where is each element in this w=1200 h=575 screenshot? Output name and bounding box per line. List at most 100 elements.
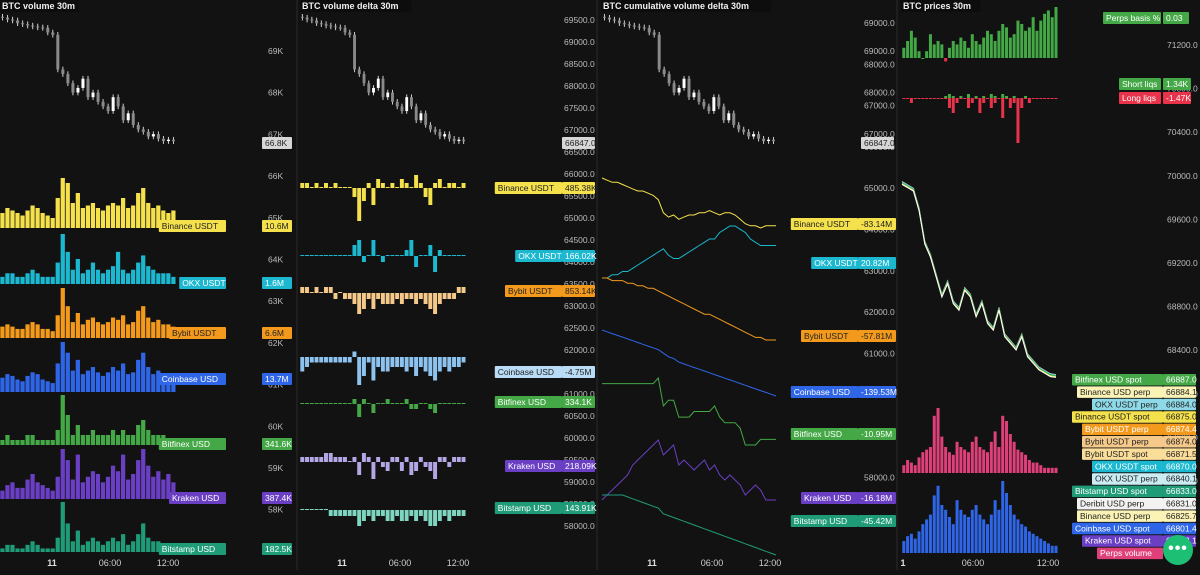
- p2-delta-bar-coinbase-usd: [452, 357, 457, 367]
- p4-perps-volume-bar: [932, 415, 936, 473]
- p1-bar-coinbase-usd: [85, 370, 91, 392]
- p2-delta-bar-bitfinex-usd: [380, 403, 385, 404]
- p2-delta-bar-coinbase-usd: [357, 357, 362, 385]
- p4-perps-volume-bar: [955, 441, 959, 473]
- p4-perps-volume-bar: [947, 452, 951, 473]
- p1-legend-name-0: Binance USDT: [162, 221, 218, 231]
- p2-delta-bar-coinbase-usd: [385, 357, 390, 372]
- p4-long-liq-bar: [959, 98, 963, 99]
- p4-basis-bar: [1008, 37, 1012, 58]
- p2-delta-bar-bitfinex-usd: [395, 403, 400, 404]
- p4-perps-volume-bar: [936, 408, 940, 473]
- p4-perps-volume-bar: [1020, 452, 1024, 473]
- p4-short-liq-bar: [1012, 96, 1016, 98]
- p2-delta-bar-binance-usdt: [452, 183, 457, 188]
- p4-spot-volume-bar: [917, 531, 921, 553]
- p3-legend-value-4: -10.95M: [861, 429, 892, 439]
- time-axis-label: 12:00: [447, 558, 470, 568]
- p2-legend-name-5: Kraken USD: [508, 461, 555, 471]
- p2-delta-bar-okx-usdt: [395, 255, 400, 256]
- p4-short-liq-bar: [993, 96, 997, 98]
- p2-delta-bar-coinbase-usd: [376, 357, 381, 367]
- p2-delta-bar-bybit-usdt: [366, 293, 371, 299]
- p1-bar-bitfinex-usd: [115, 435, 121, 445]
- p2-legend-value-6-bg: [562, 502, 595, 514]
- p3-legend-name-2-bg: [801, 330, 858, 342]
- p4-long-liq-bar: [997, 98, 1001, 99]
- p4-legend-name-0: Bitfinex USD spot: [1075, 375, 1142, 385]
- p2-legend-value-5: 218.09K: [565, 461, 597, 471]
- p1-bar-bitfinex-usd: [141, 420, 146, 445]
- p1-bar-coinbase-usd: [105, 372, 111, 392]
- time-axis-label-day: 11: [647, 558, 657, 568]
- p1-bar-bitstamp-usd: [0, 548, 5, 552]
- p2-delta-bar-binance-usdt: [352, 188, 357, 197]
- p4-perps-volume-bar: [1046, 467, 1050, 473]
- p4-legend-name-11-bg: [1077, 510, 1163, 522]
- p1-candle: [121, 106, 125, 121]
- p2-legend-name-5-bg: [505, 460, 562, 472]
- p2-legend-value-2: 853.14K: [565, 286, 597, 296]
- p1-bar-bitfinex-usd: [136, 425, 141, 445]
- p2-delta-bar-bitfinex-usd: [447, 403, 452, 404]
- p4-basis-bar: [959, 37, 963, 58]
- p1-bar-bybit-usdt: [70, 322, 75, 338]
- p1-bar-kraken-usd: [171, 482, 176, 499]
- p2-delta-bar-coinbase-usd: [456, 357, 461, 367]
- p4-perps-volume-bar: [1050, 467, 1054, 473]
- p1-bar-kraken-usd: [141, 449, 146, 499]
- p1-bar-bitfinex-usd: [80, 435, 85, 445]
- p1-bar-okx-usdt: [55, 262, 60, 284]
- p1-legend-name-0-bg: [158, 220, 226, 232]
- p2-delta-bar-coinbase-usd: [314, 357, 319, 363]
- p2-legend-value-5-bg: [562, 460, 595, 472]
- p4-short-liq-bar: [1001, 94, 1005, 98]
- p1-bar-bitstamp-usd: [5, 544, 10, 552]
- p4-legend-name-8: OKX USDT perp: [1095, 474, 1158, 484]
- p4-legend-value-10: 66831.0: [1166, 499, 1197, 509]
- p2-delta-bar-coinbase-usd: [342, 357, 347, 363]
- p4-short-liqs-label: Short liqs: [1122, 79, 1157, 89]
- p3-legend-name-0: Binance USDT: [794, 219, 850, 229]
- p4-basis-bar: [1050, 17, 1054, 58]
- p1-bar-bybit-usdt: [25, 324, 30, 338]
- p3-legend-name-3: Coinbase USD: [794, 387, 850, 397]
- p3-candle: [737, 124, 741, 130]
- p4-spot-volume-bar: [932, 495, 936, 553]
- p4-perps-volume-bar: [966, 452, 970, 473]
- p4-legend-name-2: OKX USDT perp: [1095, 399, 1158, 409]
- p1-bar-bybit-usdt: [65, 306, 70, 338]
- p1-price-tick: 58K: [268, 505, 283, 515]
- p1-bar-okx-usdt: [35, 273, 40, 284]
- more-options-button[interactable]: •••: [1163, 535, 1193, 565]
- p1-bar-binance-usdt: [131, 205, 136, 228]
- p1-bar-binance-usdt: [136, 193, 141, 228]
- p2-delta-bar-okx-usdt: [409, 240, 414, 256]
- p4-spot-volume-bar: [1035, 536, 1039, 553]
- p4-perps-volume-bar: [993, 431, 997, 473]
- p4-price-line: [901, 181, 1057, 376]
- p1-legend-value-1-bg: [262, 277, 292, 289]
- p2-candle: [452, 138, 456, 142]
- p4-long-liq-bar: [1001, 98, 1005, 118]
- p4-legend-name-12-bg: [1072, 522, 1163, 535]
- p3-candle: [667, 74, 671, 84]
- p2-legend-value-2-bg: [562, 285, 595, 297]
- p3-candle: [637, 26, 641, 28]
- p1-bar-bitfinex-usd: [55, 430, 60, 445]
- p1-bar-bitstamp-usd: [146, 537, 151, 552]
- p2-delta-bar-bybit-usdt: [347, 293, 352, 299]
- p4-perps-volume-bar: [913, 465, 917, 473]
- p3-candle: [682, 78, 686, 88]
- p4-legend-name-4-bg: [1082, 423, 1163, 436]
- p3-candle: [647, 27, 651, 33]
- p4-basis-bar: [997, 30, 1001, 58]
- p4-price-line: [901, 181, 1057, 376]
- p1-bar-bybit-usdt: [95, 322, 101, 338]
- p1-bar-bitstamp-usd: [80, 544, 85, 552]
- p1-bar-okx-usdt: [30, 269, 35, 284]
- p4-long-liq-bar: [944, 98, 948, 99]
- p2-legend-name-3: Coinbase USD: [498, 367, 554, 377]
- p1-bar-bitstamp-usd: [126, 544, 131, 552]
- p2-delta-bar-binance-usdt: [461, 183, 466, 188]
